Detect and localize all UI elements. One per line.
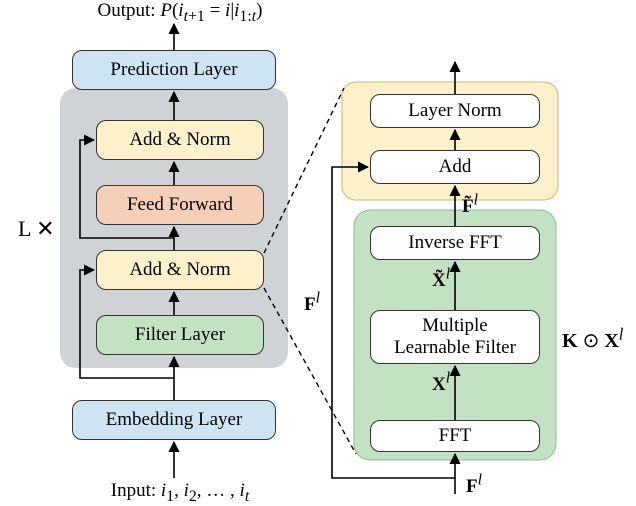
addnorm1-block: Add & Norm [96, 250, 264, 290]
ftilde-text: F̃l [462, 196, 478, 217]
filter-layer-block: Filter Layer [96, 315, 264, 355]
multifilter-label: MultipleLearnable Filter [394, 315, 516, 359]
embedding-layer-block: Embedding Layer [72, 400, 276, 440]
prediction-layer-block: Prediction Layer [72, 50, 276, 90]
fl-side-text: Fl [304, 294, 320, 315]
filter-label: Filter Layer [135, 324, 225, 346]
embedding-label: Embedding Layer [106, 409, 243, 431]
fl-bottom-label: Fl [466, 472, 482, 498]
fl-side-label: Fl [304, 290, 320, 316]
lx-text: L ✕ [18, 216, 55, 241]
fft-block: FFT [370, 420, 540, 452]
k-odot-x-label: K ⊙ Xl [562, 324, 623, 353]
fft-label: FFT [439, 425, 472, 447]
invfft-label: Inverse FFT [408, 232, 501, 254]
output-label: Output: P(it+1 = i|i1:t) [50, 0, 310, 26]
xtilde-text: X̃l [432, 270, 450, 291]
addnorm2-block: Add & Norm [96, 120, 264, 160]
lx-label: L ✕ [18, 216, 55, 242]
output-text: Output: P(it+1 = i|i1:t) [98, 0, 263, 21]
feedforward-block: Feed Forward [96, 185, 264, 225]
addnorm2-label: Add & Norm [129, 129, 230, 151]
input-label: Input: i1, i2, … , it [80, 480, 280, 506]
xtilde-label: X̃l [432, 266, 450, 292]
add-block: Add [370, 150, 540, 184]
ftilde-label: F̃l [462, 192, 478, 218]
add-label: Add [439, 156, 472, 178]
xl-label: Xl [432, 370, 450, 396]
feedforward-label: Feed Forward [127, 194, 233, 216]
invfft-block: Inverse FFT [370, 226, 540, 260]
xl-text: Xl [432, 374, 450, 395]
prediction-label: Prediction Layer [110, 59, 237, 81]
k-odot-x-text: K ⊙ Xl [562, 330, 623, 352]
multifilter-block: MultipleLearnable Filter [370, 310, 540, 364]
layernorm-label: Layer Norm [408, 100, 501, 122]
input-text: Input: i1, i2, … , it [111, 480, 249, 501]
addnorm1-label: Add & Norm [129, 259, 230, 281]
layernorm-block: Layer Norm [370, 94, 540, 128]
fl-bottom-text: Fl [466, 476, 482, 497]
